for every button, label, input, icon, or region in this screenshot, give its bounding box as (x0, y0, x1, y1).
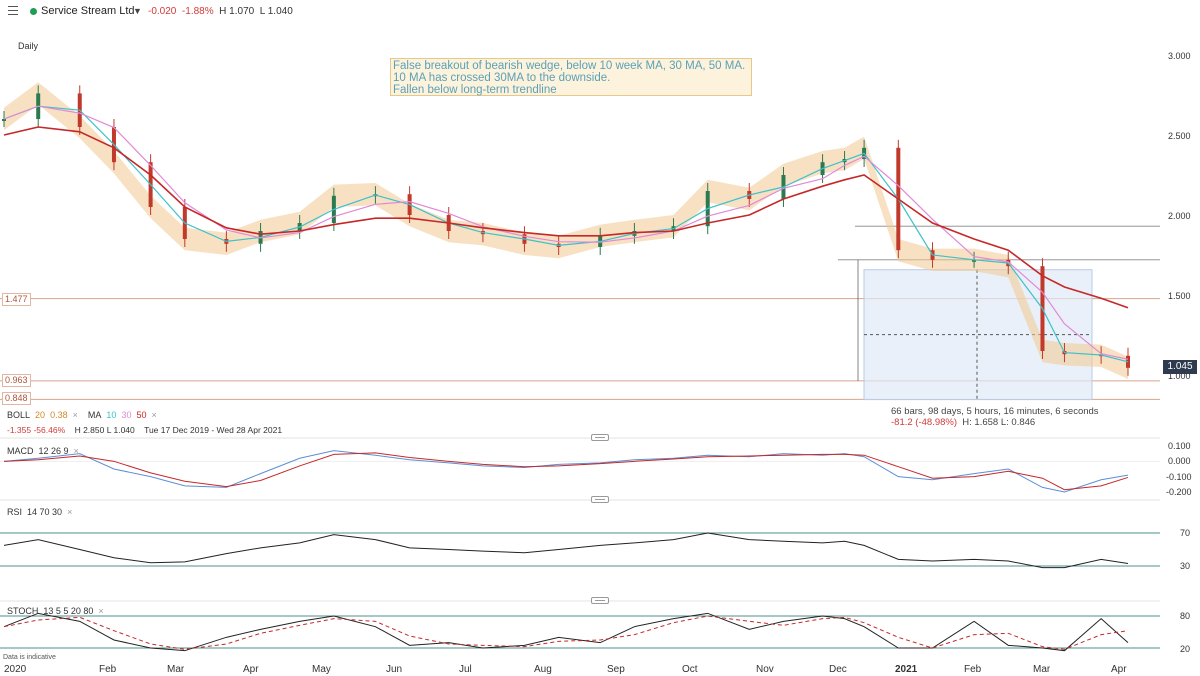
x-tick: Apr (1111, 664, 1127, 675)
stoch-d-line (3, 615, 1129, 650)
x-tick: 2020 (4, 664, 27, 675)
chevron-down-icon[interactable]: ▼ (133, 6, 142, 16)
x-tick: Oct (682, 664, 698, 675)
stoch-params: 13 5 5 20 80 (43, 606, 94, 616)
macd-signal-line (3, 452, 1129, 491)
menu-icon[interactable] (8, 6, 18, 15)
x-tick: Feb (964, 664, 982, 675)
boll-legend: BOLL 20 0.38 × MA 10 30 50 × (7, 410, 157, 420)
x-tick: Mar (1033, 664, 1051, 675)
ma50-line (3, 126, 1129, 309)
hline-label[interactable]: 0.848 (2, 392, 31, 405)
macd-legend: MACD 12 26 9 × (7, 446, 79, 456)
range-dates: Tue 17 Dec 2019 - Wed 28 Apr 2021 (144, 425, 283, 435)
annotation-box[interactable]: False breakout of bearish wedge, below 1… (390, 58, 752, 96)
price-tick: 3.000 (1168, 51, 1191, 61)
ma50-label: 50 (136, 410, 147, 420)
x-tick: Sep (607, 664, 625, 675)
range-change: -1.355 -56.46% (7, 425, 66, 435)
pane-resize-handle[interactable] (591, 496, 609, 503)
ma-name[interactable]: MA (87, 410, 102, 420)
macd-line (3, 450, 1129, 493)
bollinger-band (4, 82, 1128, 379)
pane-resize-handle[interactable] (591, 434, 609, 441)
x-tick: Aug (534, 664, 552, 675)
hline-label[interactable]: 1.477 (2, 293, 31, 306)
macd-close-icon[interactable]: × (73, 446, 79, 456)
instrument-name[interactable]: Service Stream Ltd (41, 5, 135, 17)
macd-name[interactable]: MACD (7, 446, 34, 456)
rsi-tick: 70 (1180, 528, 1191, 538)
macd-tick: -0.100 (1166, 472, 1192, 482)
x-tick: Jul (459, 664, 472, 675)
boll-period: 20 (35, 410, 46, 420)
stoch-tick: 20 (1180, 644, 1191, 654)
quote-summary: -0.020 -1.88% H 1.070 L 1.040 (148, 6, 293, 17)
annotation-line-1: False breakout of bearish wedge, below 1… (393, 60, 746, 72)
current-price-flag: 1.045 (1163, 360, 1197, 374)
rsi-close-icon[interactable]: × (67, 507, 73, 517)
measure-change: -81.2 (-48.98%) (891, 417, 958, 428)
stoch-close-icon[interactable]: × (98, 606, 104, 616)
period-label: Daily (18, 41, 39, 51)
market-status-dot (30, 8, 37, 15)
boll-stats: -1.355 -56.46% H 2.850 L 1.040 Tue 17 De… (7, 425, 282, 435)
x-tick: Apr (243, 664, 259, 675)
range-hl: H 2.850 L 1.040 (74, 425, 135, 435)
annotation-line-2: 10 MA has crossed 30MA to the downside. (393, 72, 611, 84)
candle-body (2, 119, 6, 121)
measure-line-1: 66 bars, 98 days, 5 hours, 16 minutes, 6… (891, 406, 1099, 417)
rsi-legend: RSI 14 70 30 × (7, 507, 72, 517)
rsi-name[interactable]: RSI (7, 507, 23, 517)
stoch-k-line (3, 612, 1129, 652)
quote-high: H 1.070 (219, 6, 255, 17)
ma10-label: 10 (106, 410, 117, 420)
macd-tick: 0.000 (1168, 456, 1191, 466)
x-tick: Feb (99, 664, 117, 675)
candle-body (972, 259, 977, 262)
measure-hl: H: 1.658 L: 0.846 (962, 417, 1036, 428)
quote-change-pct: -1.88% (181, 6, 214, 17)
quote-low: L 1.040 (259, 6, 293, 17)
pane-resize-handle[interactable] (591, 597, 609, 604)
annotation-line-3: Fallen below long-term trendline (393, 84, 557, 96)
price-tick: 2.000 (1168, 211, 1191, 221)
macd-params: 12 26 9 (38, 446, 69, 456)
macd-tick: 0.100 (1168, 441, 1191, 451)
quote-change: -0.020 (148, 6, 177, 17)
x-tick: May (312, 664, 331, 675)
hline-label[interactable]: 0.963 (2, 374, 31, 387)
stoch-name[interactable]: STOCH (7, 606, 39, 616)
boll-name[interactable]: BOLL (7, 410, 31, 420)
stoch-tick: 80 (1180, 611, 1191, 621)
rsi-params: 14 70 30 (27, 507, 63, 517)
macd-tick: -0.200 (1166, 487, 1192, 497)
ma-close-icon[interactable]: × (151, 410, 157, 420)
data-disclaimer: Data is indicative (3, 654, 56, 661)
price-tick: 2.500 (1168, 131, 1191, 141)
price-tick: 1.000 (1168, 371, 1191, 381)
boll-close-icon[interactable]: × (72, 410, 78, 420)
ma30-line (3, 105, 1129, 360)
stoch-legend: STOCH 13 5 5 20 80 × (7, 606, 104, 616)
rsi-tick: 30 (1180, 561, 1191, 571)
x-tick: Mar (167, 664, 185, 675)
ma10-line (3, 105, 1129, 363)
measure-tooltip: 66 bars, 98 days, 5 hours, 16 minutes, 6… (891, 406, 1099, 428)
ma30-label: 30 (121, 410, 132, 420)
x-tick: Dec (829, 664, 847, 675)
price-tick: 1.500 (1168, 291, 1191, 301)
x-tick: Nov (756, 664, 774, 675)
rsi-line (3, 532, 1129, 569)
instrument-header: Service Stream Ltd ▼ -0.020 -1.88% H 1.0… (0, 0, 1200, 24)
x-tick: Jun (386, 664, 403, 675)
x-tick: 2021 (895, 664, 918, 675)
boll-mult: 0.38 (50, 410, 68, 420)
